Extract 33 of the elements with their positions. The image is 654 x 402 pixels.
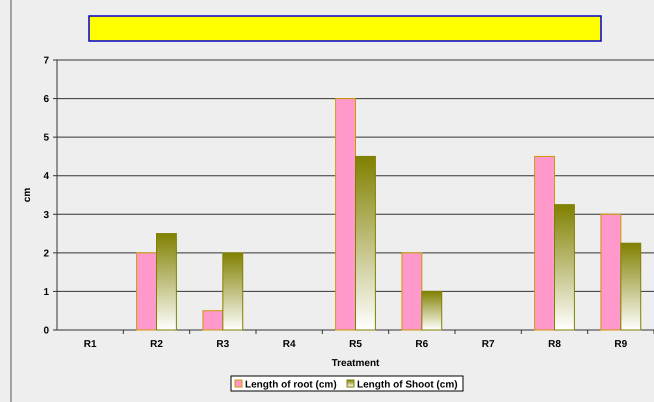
y-tick-label: 6: [43, 94, 50, 106]
bar: [421, 290, 442, 330]
bar: [554, 204, 575, 330]
y-axis-title: cm: [22, 188, 33, 202]
bar: [202, 310, 224, 330]
y-tick-label: 5: [43, 132, 50, 144]
y-tick-label: 4: [43, 171, 50, 182]
x-tick-label: R1: [84, 339, 97, 350]
x-tick-label: R6: [415, 339, 429, 350]
legend-label: Length of Shoot (cm): [357, 380, 458, 390]
bar: [355, 156, 376, 330]
bar: [401, 252, 422, 330]
y-tick-label: 3: [43, 210, 50, 221]
y-tick-label: 1: [43, 286, 50, 298]
bar: [335, 98, 356, 330]
bar: [222, 252, 244, 330]
x-tick-label: R4: [282, 339, 296, 350]
x-tick-label: R8: [548, 339, 562, 350]
y-tick-label: 7: [43, 56, 50, 66]
bar: [620, 242, 642, 330]
x-tick-label: R7: [482, 339, 495, 350]
x-tick-label: R5: [349, 339, 362, 350]
x-tick-label: R2: [150, 339, 164, 350]
bar: [534, 156, 555, 330]
bar: [136, 252, 157, 330]
x-tick-label: R3: [216, 339, 230, 350]
y-tick-label: 0: [43, 326, 50, 336]
x-tick-label: R9: [614, 339, 628, 350]
bar: [600, 214, 622, 330]
bar: [156, 233, 177, 330]
x-axis-title: Treatment: [332, 358, 380, 369]
y-tick-label: 2: [43, 248, 50, 260]
legend-label: Length of root (cm): [245, 380, 337, 390]
